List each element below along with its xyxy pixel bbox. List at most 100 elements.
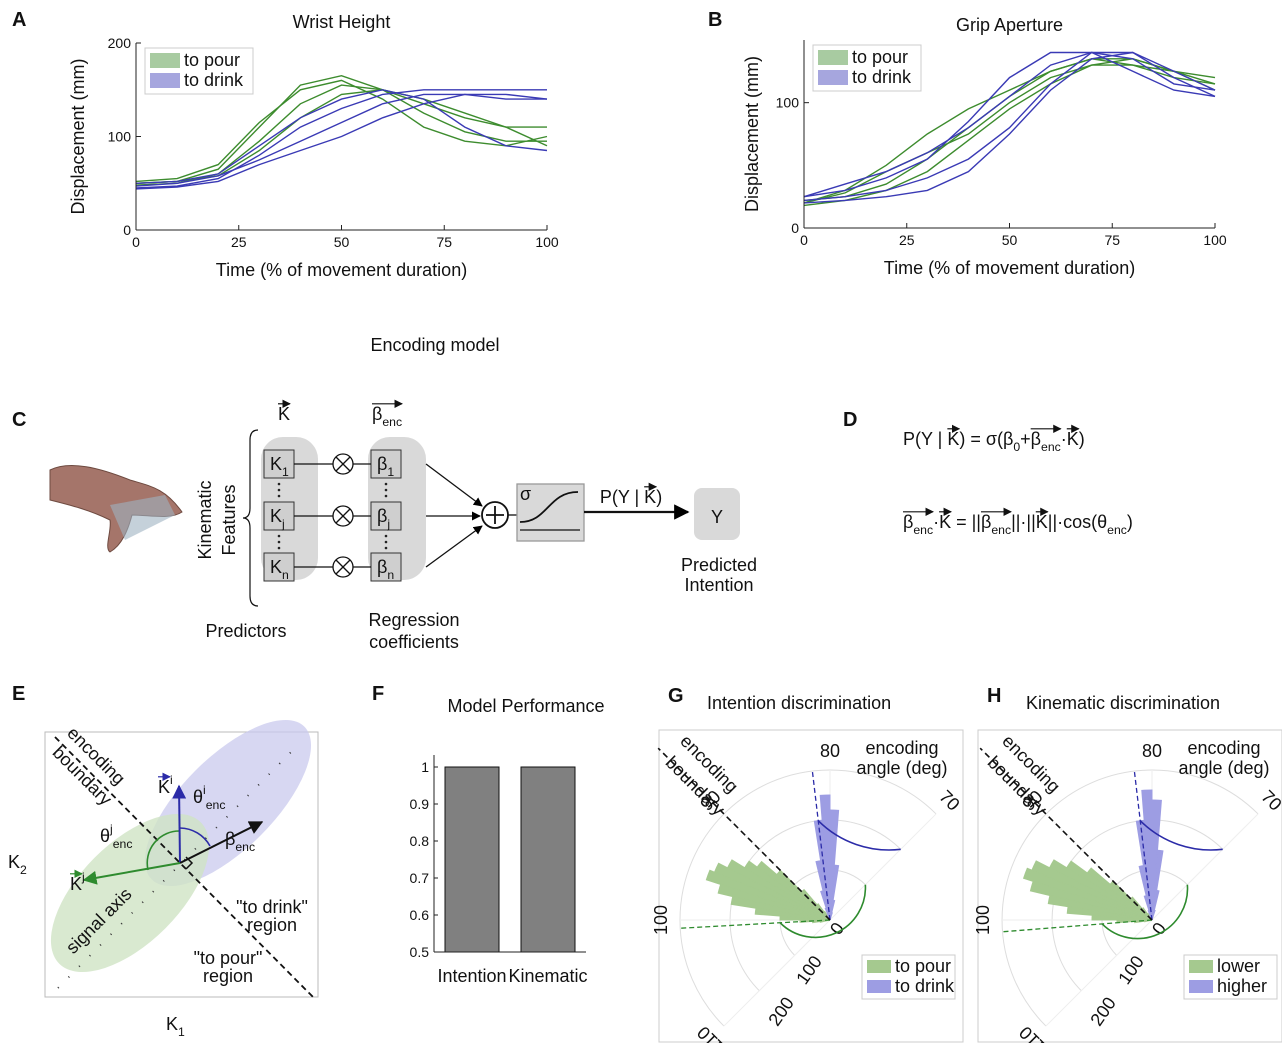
text-piece: K bbox=[270, 454, 282, 474]
trial-line bbox=[135, 93, 547, 187]
text-piece: j bbox=[281, 517, 285, 531]
text-piece: β bbox=[981, 512, 991, 532]
x-tick-label: 100 bbox=[1203, 232, 1227, 248]
mean-angle-line bbox=[1002, 919, 1153, 933]
feature-label: Kj bbox=[270, 506, 285, 531]
prediction-label: Intention bbox=[684, 575, 753, 595]
text-piece: ) bbox=[1127, 512, 1133, 532]
legend-swatch bbox=[867, 960, 891, 973]
text-piece: θ bbox=[100, 826, 110, 846]
prediction-label: Predicted bbox=[681, 555, 757, 575]
text-piece: · bbox=[933, 512, 939, 532]
trial-line bbox=[803, 51, 1216, 198]
region-label: region bbox=[247, 915, 297, 935]
polar-bar bbox=[1029, 880, 1153, 921]
frame bbox=[658, 729, 964, 1043]
panel-letter: D bbox=[843, 409, 857, 431]
x-tick-label: 0 bbox=[132, 234, 140, 250]
text-piece: β bbox=[225, 829, 235, 849]
trial-line bbox=[803, 51, 1216, 204]
encoding-boundary bbox=[657, 747, 831, 921]
x-axis-label: Time (% of movement duration) bbox=[884, 258, 1135, 278]
grid-spoke bbox=[1045, 919, 1153, 1027]
encoding-angle-arc bbox=[779, 884, 867, 939]
x-tick-label: Intention bbox=[437, 966, 506, 986]
y-tick-label: 0 bbox=[123, 222, 131, 238]
polar-bar bbox=[1147, 909, 1153, 921]
text-piece: ) = σ(β bbox=[959, 429, 1013, 449]
feature-label: Kn bbox=[270, 557, 289, 582]
text-piece: n bbox=[387, 568, 394, 582]
x-tick-label: 75 bbox=[436, 234, 452, 250]
x-tick-label: 25 bbox=[899, 232, 915, 248]
legend-box bbox=[144, 47, 254, 95]
frame bbox=[977, 729, 1282, 1043]
trial-line bbox=[803, 51, 1216, 202]
encoding-angle-arc bbox=[1139, 820, 1223, 851]
angle-label: θjenc bbox=[100, 822, 132, 851]
text-piece: n bbox=[282, 568, 289, 582]
legend-swatch bbox=[818, 70, 848, 85]
y-tick-label: 0.6 bbox=[410, 907, 430, 923]
polar-bar bbox=[705, 869, 831, 921]
mean-angle-line bbox=[1133, 770, 1153, 921]
y-tick-label: 0.7 bbox=[410, 870, 430, 886]
text-piece: K bbox=[270, 506, 282, 526]
vector-label: Kj bbox=[70, 870, 85, 894]
vector-label: K bbox=[278, 404, 290, 424]
text-piece: enc bbox=[235, 840, 255, 854]
trial-line bbox=[803, 51, 1216, 198]
brace bbox=[242, 429, 259, 607]
encoding-boundary bbox=[54, 736, 314, 998]
x-tick-label: Kinematic bbox=[508, 966, 587, 986]
ellipsis-dots bbox=[277, 482, 388, 550]
chart-title: Intention discrimination bbox=[707, 693, 891, 713]
legend-swatch bbox=[1189, 980, 1213, 993]
x-tick-label: 75 bbox=[1104, 232, 1120, 248]
y-tick-label: 0.8 bbox=[410, 833, 430, 849]
legend-swatch bbox=[867, 980, 891, 993]
theta-tick-label: 110 bbox=[1015, 1022, 1049, 1043]
text-piece: enc bbox=[382, 415, 402, 429]
theta-tick-label: 70 bbox=[935, 786, 963, 814]
panel-letter: B bbox=[708, 9, 722, 31]
text-piece: = || bbox=[951, 512, 981, 532]
text-piece: K bbox=[278, 404, 290, 424]
region-label: "to pour" bbox=[194, 948, 263, 968]
side-label: Features bbox=[219, 484, 239, 555]
theta-tick-label: 80 bbox=[1142, 741, 1162, 761]
y-axis-label: Displacement (mm) bbox=[742, 56, 762, 212]
text-piece: + bbox=[1020, 429, 1031, 449]
text-piece: 1 bbox=[282, 465, 289, 479]
text-piece: enc bbox=[991, 523, 1011, 537]
angle-arc bbox=[146, 830, 181, 871]
sigma: σ bbox=[520, 484, 531, 504]
x-tick-label: 50 bbox=[1002, 232, 1018, 248]
polar-bar bbox=[730, 896, 831, 921]
side-label: Kinematic bbox=[195, 480, 215, 559]
text-piece: K bbox=[1067, 429, 1079, 449]
vector-label: Ki bbox=[158, 773, 173, 797]
trial-line bbox=[135, 89, 548, 184]
text-piece: 1 bbox=[387, 465, 394, 479]
panel-c-diagram bbox=[49, 429, 740, 607]
coef-label: βj bbox=[377, 506, 390, 531]
text-piece: β bbox=[372, 404, 382, 424]
axis-label: K2 bbox=[8, 852, 27, 877]
panel-letter: E bbox=[12, 683, 25, 705]
trial-line bbox=[135, 74, 547, 184]
text-piece: K bbox=[166, 1014, 178, 1034]
text-piece: j bbox=[386, 517, 390, 531]
r-tick-label: 100 bbox=[1114, 952, 1148, 988]
y-tick-label: 100 bbox=[108, 129, 132, 145]
text-piece: ||·|| bbox=[1011, 512, 1036, 532]
axis-label: encoding bbox=[865, 738, 938, 758]
text-piece: · bbox=[1061, 429, 1067, 449]
vector-label: βenc bbox=[372, 404, 402, 429]
polar-bar bbox=[717, 883, 831, 921]
text-piece: β bbox=[903, 512, 913, 532]
right-angle bbox=[185, 856, 194, 870]
text-piece: β bbox=[377, 506, 387, 526]
panel-letter: H bbox=[987, 685, 1001, 707]
text-piece: 2 bbox=[20, 863, 27, 877]
